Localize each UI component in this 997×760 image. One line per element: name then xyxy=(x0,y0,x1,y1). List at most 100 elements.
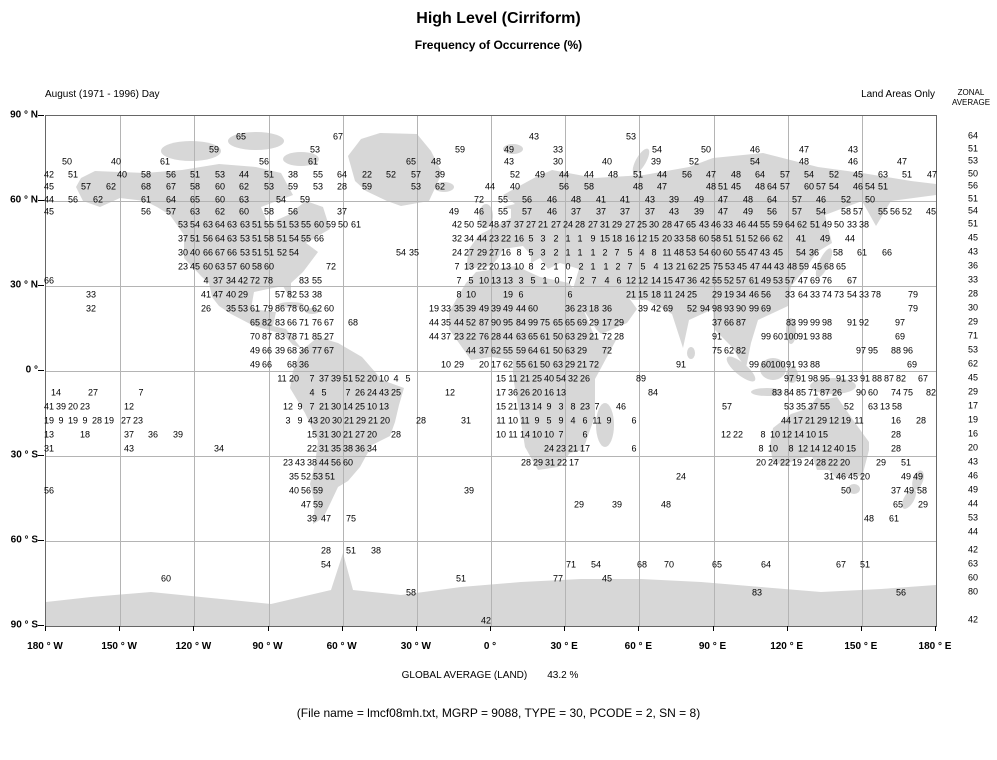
grid-value-cell: 44 xyxy=(780,415,792,426)
y-tick-mark xyxy=(38,115,44,116)
grid-value-cell: 30 xyxy=(330,429,342,440)
grid-value-cell: 36 xyxy=(298,359,310,370)
grid-value-cell: 99 xyxy=(809,317,821,328)
grid-value-cell: 41 xyxy=(795,233,807,244)
grid-value-cell: 41 xyxy=(200,289,212,300)
grid-value-cell: 9 xyxy=(546,401,552,412)
grid-value-cell: 61 xyxy=(856,247,868,258)
grid-value-cell: 40 xyxy=(110,156,122,167)
grid-value-cell: 4 xyxy=(639,247,645,258)
grid-line-latitude xyxy=(46,201,936,202)
grid-value-cell: 5 xyxy=(546,415,552,426)
zonal-average-value: 42 xyxy=(967,544,978,555)
grid-value-cell: 44 xyxy=(502,331,514,342)
grid-value-cell: 91 xyxy=(835,373,847,384)
grid-value-cell: 57 xyxy=(721,401,733,412)
grid-value-cell: 10 xyxy=(465,289,477,300)
grid-value-cell: 27 xyxy=(525,219,537,230)
grid-value-cell: 35 xyxy=(408,247,420,258)
grid-value-cell: 53 xyxy=(263,181,275,192)
island-new-zealand-north xyxy=(912,470,924,490)
grid-value-cell: 44 xyxy=(761,261,773,272)
grid-value-cell: 48 xyxy=(570,194,582,205)
grid-value-cell: 13 xyxy=(519,401,531,412)
grid-value-cell: 39 xyxy=(330,373,342,384)
grid-value-cell: 59 xyxy=(312,485,324,496)
grid-value-cell: 84 xyxy=(647,387,659,398)
grid-value-cell: 44 xyxy=(583,169,595,180)
grid-value-cell: 59 xyxy=(325,219,337,230)
grid-value-cell: 44 xyxy=(43,194,55,205)
grid-value-cell: 54 xyxy=(275,194,287,205)
grid-value-cell: 52 xyxy=(509,169,521,180)
grid-value-cell: 71 xyxy=(807,387,819,398)
grid-value-cell: 24 xyxy=(543,443,555,454)
grid-value-cell: 59 xyxy=(798,261,810,272)
grid-value-cell: 28 xyxy=(336,181,348,192)
grid-value-cell: 38 xyxy=(311,289,323,300)
grid-value-cell: 11 xyxy=(663,289,673,300)
grid-value-cell: 5 xyxy=(640,261,646,272)
continent-africa xyxy=(449,266,616,470)
y-tick-label: 30 ° N xyxy=(10,279,38,291)
grid-value-cell: 35 xyxy=(330,443,342,454)
x-tick-label: 30 ° W xyxy=(400,641,431,652)
grid-value-cell: 63 xyxy=(226,219,238,230)
grid-value-cell: 88 xyxy=(821,331,833,342)
grid-value-cell: 69 xyxy=(662,303,674,314)
grid-value-cell: 63 xyxy=(552,359,564,370)
grid-value-cell: 1 xyxy=(577,247,583,258)
grid-value-cell: 5 xyxy=(528,233,534,244)
grid-value-cell: 16 xyxy=(500,247,512,258)
grid-value-cell: 76 xyxy=(311,317,323,328)
grid-value-cell: 83 xyxy=(274,331,286,342)
grid-value-cell: 20 xyxy=(531,387,543,398)
grid-value-cell: 43 xyxy=(668,206,680,217)
grid-value-cell: 82 xyxy=(735,345,747,356)
x-tick-mark xyxy=(119,626,121,631)
grid-value-cell: 83 xyxy=(274,317,286,328)
grid-value-cell: 45 xyxy=(736,261,748,272)
grid-value-cell: 58 xyxy=(891,401,903,412)
grid-value-cell: 52 xyxy=(747,233,759,244)
zonal-average-value: 30 xyxy=(967,302,978,313)
island-madagascar xyxy=(596,403,614,447)
grid-value-cell: 22 xyxy=(500,233,512,244)
grid-value-cell: 63 xyxy=(189,206,201,217)
grid-value-cell: 55 xyxy=(311,275,323,286)
grid-value-cell: 51 xyxy=(859,559,871,570)
grid-value-cell: 64 xyxy=(766,194,778,205)
grid-value-cell: 6 xyxy=(631,443,637,454)
grid-value-cell: 26 xyxy=(831,387,843,398)
y-tick-mark xyxy=(38,455,44,456)
arctic-islands xyxy=(283,152,319,166)
grid-value-cell: 78 xyxy=(262,275,274,286)
grid-value-cell: 44 xyxy=(428,317,440,328)
grid-value-cell: 30 xyxy=(552,156,564,167)
grid-value-cell: 64 xyxy=(336,169,348,180)
grid-value-cell: 66 xyxy=(202,247,214,258)
grid-value-cell: 63 xyxy=(202,219,214,230)
grid-value-cell: 12 xyxy=(797,443,809,454)
grid-value-cell: 92 xyxy=(858,317,870,328)
grid-value-cell: 22 xyxy=(476,261,488,272)
grid-value-cell: 4 xyxy=(309,387,315,398)
grid-value-cell: 52 xyxy=(354,373,366,384)
zonal-average-value: 51 xyxy=(967,143,978,154)
grid-value-cell: 56 xyxy=(330,457,342,468)
grid-value-cell: 40 xyxy=(288,485,300,496)
grid-value-cell: 13 xyxy=(500,261,512,272)
grid-value-cell: 17 xyxy=(579,443,591,454)
grid-value-cell: 51 xyxy=(717,181,729,192)
grid-value-cell: 12 xyxy=(637,275,649,286)
grid-value-cell: 76 xyxy=(821,275,833,286)
map-area: 65 67 43 53 59 53 59 49 33 54 50 46 47 43 50 40 61 56 61 65… xyxy=(43,115,937,627)
grid-value-cell: 55 xyxy=(497,194,509,205)
grid-value-cell: 60 xyxy=(214,181,226,192)
grid-value-cell: 51 xyxy=(632,169,644,180)
grid-value-cell: 51 xyxy=(276,233,288,244)
grid-value-cell: 4 xyxy=(653,261,659,272)
grid-value-cell: 63 xyxy=(564,345,576,356)
grid-value-cell: 78 xyxy=(870,289,882,300)
grid-value-cell: 13 xyxy=(662,261,674,272)
